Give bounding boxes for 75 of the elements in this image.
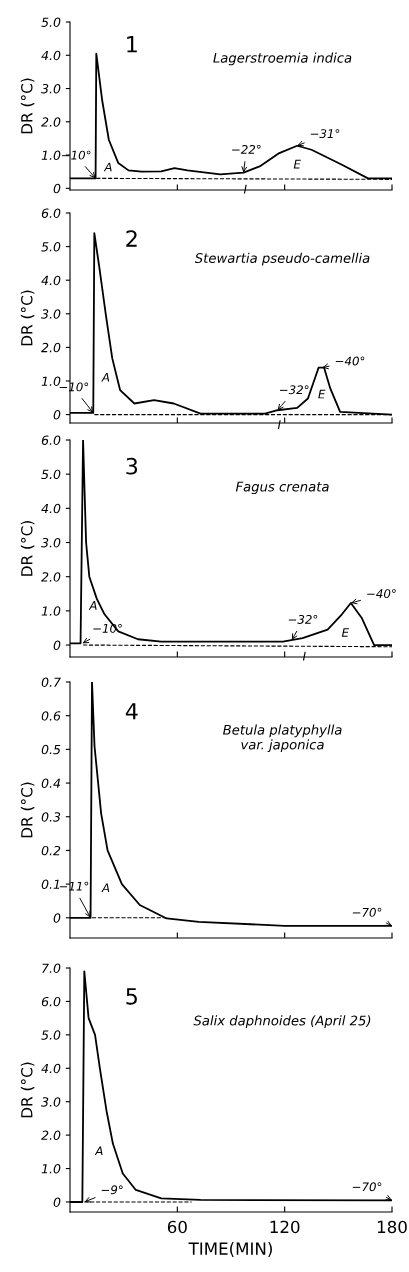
- annotation: −31°: [310, 129, 340, 139]
- y-tick-label: 3.0: [41, 537, 61, 548]
- y-tick-label: 0.7: [41, 677, 61, 687]
- y-tick-label: 3.0: [41, 1097, 61, 1107]
- y-tick-label: 2.0: [41, 117, 61, 127]
- y-axis-title: DR (°C): [20, 782, 35, 838]
- x-tick-label: 60: [167, 1220, 187, 1234]
- y-tick-label: 4.0: [41, 50, 61, 61]
- text: 1: [127, 36, 137, 53]
- y-tick-label: 7.0: [42, 963, 61, 973]
- text: Stewartia pseudo-camellia: [194, 252, 370, 266]
- text: Betula platyphylla var. japonica: [223, 724, 342, 753]
- text: 3: [126, 457, 138, 475]
- annotation: −32°: [288, 614, 318, 624]
- y-tick-label: 0.1: [41, 879, 60, 890]
- y-tick-label: 0: [53, 1197, 61, 1207]
- y-axis-title: DR (°C): [20, 290, 35, 346]
- annotation: E: [318, 389, 326, 399]
- y-tick-label: 4.0: [41, 1063, 61, 1074]
- y-tick-label: 3.0: [41, 309, 61, 319]
- text: 4: [125, 703, 138, 720]
- y-tick-label: 6.0: [41, 996, 61, 1007]
- x-axis-title: TIME(MIN): [188, 1242, 272, 1257]
- y-axis-title: DR (°C): [20, 521, 35, 576]
- y-tick-label: 0: [53, 913, 61, 923]
- annotation: −9°: [101, 1185, 123, 1195]
- y-tick-label: 0: [53, 410, 61, 420]
- text: Lagerstroemia indica: [213, 52, 352, 66]
- annotation: A: [101, 372, 110, 382]
- y-axis-title: DR (°C): [20, 78, 35, 134]
- y-tick-label: 4.0: [41, 275, 61, 286]
- y-tick-label: 1.0: [41, 376, 61, 386]
- text: 5: [126, 988, 137, 1005]
- annotation: −32°: [280, 385, 309, 395]
- y-tick-label: 6.0: [41, 435, 61, 445]
- annotation: A: [103, 162, 112, 172]
- y-tick-label: 3.0: [41, 84, 61, 94]
- y-tick-label: 5.0: [41, 17, 61, 27]
- annotation: E: [293, 159, 301, 169]
- annotation: −70°: [352, 1182, 382, 1192]
- y-tick-label: 6.0: [41, 208, 61, 218]
- annotation: −22°: [232, 144, 261, 154]
- annotation: −70°: [352, 907, 382, 917]
- annotation: A: [101, 883, 110, 893]
- y-tick-label: 0.4: [41, 778, 61, 788]
- y-tick-label: 2.0: [41, 342, 61, 353]
- y-tick-label: 2.0: [41, 1130, 61, 1141]
- annotation: I: [277, 420, 281, 429]
- y-tick-label: 0.3: [41, 812, 61, 822]
- text: Salix daphnoides (April 25): [193, 1015, 371, 1029]
- y-tick-label: 2.0: [41, 572, 61, 582]
- y-tick-label: 0: [53, 183, 61, 194]
- annotation: A: [94, 1146, 103, 1156]
- x-tick-label: 180: [377, 1220, 407, 1234]
- annotation: −40°: [367, 589, 396, 599]
- y-tick-label: 5.0: [41, 242, 61, 252]
- y-tick-label: 1.0: [41, 1164, 61, 1174]
- y-axis-title: DR (°C): [20, 1062, 35, 1118]
- annotation: I: [243, 184, 247, 194]
- x-tick-label: 120: [270, 1220, 300, 1234]
- y-tick-label: 4.0: [41, 503, 61, 514]
- annotation: I: [302, 651, 306, 661]
- annotation: −40°: [335, 356, 365, 366]
- y-tick-label: 5.0: [41, 469, 61, 480]
- text: 2: [126, 230, 137, 247]
- annotation: A: [88, 601, 97, 610]
- y-tick-label: 0: [53, 640, 61, 650]
- annotation: E: [341, 628, 350, 637]
- y-tick-label: 0.6: [41, 711, 61, 721]
- text: Fagus crenata: [235, 481, 329, 495]
- y-tick-label: 5.0: [41, 1030, 61, 1040]
- y-tick-label: 1.0: [41, 606, 61, 616]
- y-tick-label: 0.5: [41, 744, 61, 755]
- y-tick-label: 0.2: [41, 845, 61, 856]
- y-tick-label: 1.0: [41, 150, 61, 160]
